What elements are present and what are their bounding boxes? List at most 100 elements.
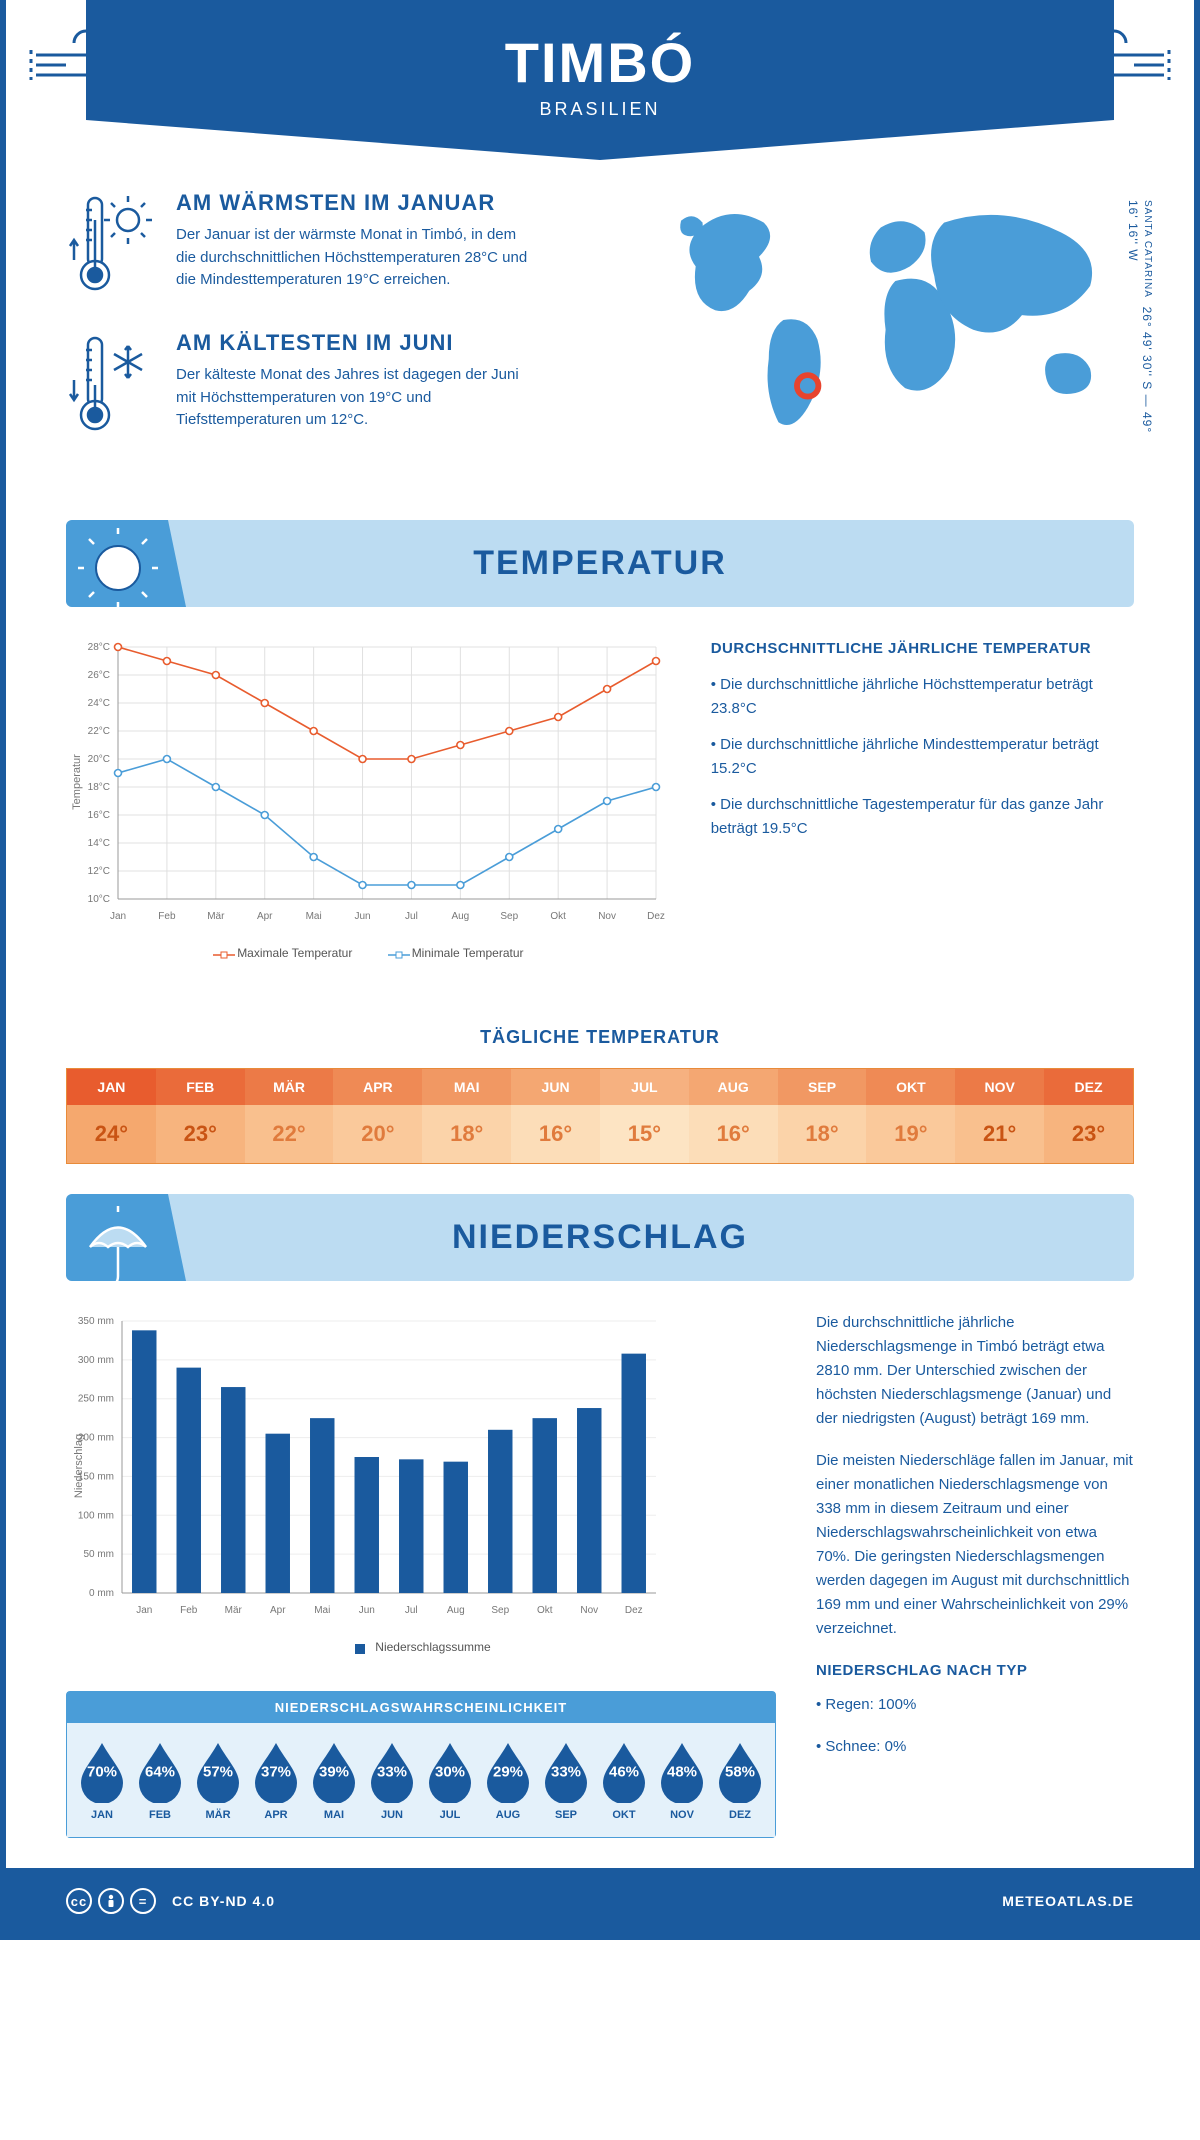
map-panel: SANTA CATARINA 26° 49' 30'' S — 49° 16' … xyxy=(647,190,1134,455)
svg-text:250 mm: 250 mm xyxy=(78,1394,114,1405)
legend-max: Maximale Temperatur xyxy=(213,946,352,960)
svg-text:18°C: 18°C xyxy=(88,782,110,793)
precipitation-bar-chart: 0 mm50 mm100 mm150 mm200 mm250 mm300 mm3… xyxy=(66,1311,666,1621)
svg-text:300 mm: 300 mm xyxy=(78,1355,114,1366)
prob-row: 70%JAN64%FEB57%MÄR37%APR39%MAI33%JUN30%J… xyxy=(67,1723,775,1837)
page-title: TIMBÓ xyxy=(86,30,1114,95)
svg-text:Feb: Feb xyxy=(180,1605,198,1616)
prob-drop: 30%JUL xyxy=(423,1739,477,1821)
temp-side-p1: • Die durchschnittliche jährliche Höchst… xyxy=(711,673,1134,721)
fact-warmest: AM WÄRMSTEN IM JANUAR Der Januar ist der… xyxy=(66,190,607,300)
coordinates-label: SANTA CATARINA 26° 49' 30'' S — 49° 16' … xyxy=(1126,200,1154,455)
svg-text:26°C: 26°C xyxy=(88,670,110,681)
precipitation-probability-box: NIEDERSCHLAGSWAHRSCHEINLICHKEIT 70%JAN64… xyxy=(66,1691,776,1838)
fact-coldest-title: AM KÄLTESTEN IM JUNI xyxy=(176,330,536,356)
daily-temp-cell: DEZ23° xyxy=(1044,1069,1133,1163)
legend-min: Minimale Temperatur xyxy=(388,946,524,960)
svg-text:Jul: Jul xyxy=(405,911,418,922)
precipitation-heading: NIEDERSCHLAG xyxy=(90,1218,1110,1257)
prob-drop: 37%APR xyxy=(249,1739,303,1821)
precipitation-content: 0 mm50 mm100 mm150 mm200 mm250 mm300 mm3… xyxy=(6,1311,1194,1868)
svg-text:Sep: Sep xyxy=(500,911,518,922)
svg-text:100 mm: 100 mm xyxy=(78,1510,114,1521)
svg-text:28°C: 28°C xyxy=(88,642,110,653)
daily-temp-cell: JUN16° xyxy=(511,1069,600,1163)
svg-text:Aug: Aug xyxy=(447,1605,465,1616)
section-header-precipitation: NIEDERSCHLAG xyxy=(66,1194,1134,1281)
prob-drop: 58%DEZ xyxy=(713,1739,767,1821)
daily-temp-cell: NOV21° xyxy=(955,1069,1044,1163)
prob-drop: 33%JUN xyxy=(365,1739,419,1821)
section-header-temperature: TEMPERATUR xyxy=(66,520,1134,607)
intro-facts: AM WÄRMSTEN IM JANUAR Der Januar ist der… xyxy=(66,190,607,470)
fact-coldest-text: Der kälteste Monat des Jahres ist dagege… xyxy=(176,364,536,432)
temperature-heading: TEMPERATUR xyxy=(90,544,1110,583)
prec-p1: Die durchschnittliche jährliche Niedersc… xyxy=(816,1311,1134,1431)
temp-legend: Maximale Temperatur Minimale Temperatur xyxy=(66,932,671,977)
page-frame: TIMBÓ BRASILIEN xyxy=(0,0,1200,1940)
svg-text:Nov: Nov xyxy=(598,911,616,922)
fact-warmest-title: AM WÄRMSTEN IM JANUAR xyxy=(176,190,536,216)
thermometer-snow-icon xyxy=(66,330,156,440)
svg-text:Jan: Jan xyxy=(110,911,126,922)
by-icon xyxy=(98,1888,124,1914)
temp-side-p3: • Die durchschnittliche Tagestemperatur … xyxy=(711,793,1134,841)
prob-drop: 48%NOV xyxy=(655,1739,709,1821)
svg-text:Jul: Jul xyxy=(405,1605,418,1616)
title-banner: TIMBÓ BRASILIEN xyxy=(86,0,1114,160)
daily-temp-cell: OKT19° xyxy=(866,1069,955,1163)
svg-text:16°C: 16°C xyxy=(88,810,110,821)
svg-text:Nov: Nov xyxy=(580,1605,598,1616)
temperature-line-chart: 10°C 12°C 14°C 16°C 18°C 20°C 22°C 24°C 26°C 28°C… xyxy=(66,637,666,927)
svg-text:Mär: Mär xyxy=(207,911,225,922)
footer: cc = CC BY-ND 4.0 METEOATLAS.DE xyxy=(6,1868,1194,1934)
svg-text:Okt: Okt xyxy=(537,1605,553,1616)
daily-temp-cell: JUL15° xyxy=(600,1069,689,1163)
svg-text:Jun: Jun xyxy=(354,911,370,922)
svg-text:14°C: 14°C xyxy=(88,838,110,849)
temperature-content: 10°C 12°C 14°C 16°C 18°C 20°C 22°C 24°C 26°C 28°C… xyxy=(6,637,1194,1007)
temp-chart-column: 10°C 12°C 14°C 16°C 18°C 20°C 22°C 24°C 26°C 28°C… xyxy=(66,637,671,977)
prob-drop: 46%OKT xyxy=(597,1739,651,1821)
svg-text:Mai: Mai xyxy=(314,1605,330,1616)
svg-text:Sep: Sep xyxy=(491,1605,509,1616)
fact-warmest-text: Der Januar ist der wärmste Monat in Timb… xyxy=(176,224,536,292)
svg-text:20°C: 20°C xyxy=(88,754,110,765)
thermometer-sun-icon xyxy=(66,190,156,300)
svg-text:Temperatur: Temperatur xyxy=(71,754,83,810)
prec-p2: Die meisten Niederschläge fallen im Janu… xyxy=(816,1449,1134,1641)
daily-temp-cell: MÄR22° xyxy=(245,1069,334,1163)
prec-type-title: NIEDERSCHLAG NACH TYP xyxy=(816,1659,1134,1683)
prob-title: NIEDERSCHLAGSWAHRSCHEINLICHKEIT xyxy=(67,1692,775,1723)
intro-section: AM WÄRMSTEN IM JANUAR Der Januar ist der… xyxy=(6,160,1194,500)
daily-temp-cell: MAI18° xyxy=(422,1069,511,1163)
svg-text:Dez: Dez xyxy=(625,1605,643,1616)
header-row: TIMBÓ BRASILIEN xyxy=(6,0,1194,160)
prec-legend: Niederschlagssumme xyxy=(66,1626,776,1671)
svg-text:Okt: Okt xyxy=(550,911,566,922)
temp-side-text: DURCHSCHNITTLICHE JÄHRLICHE TEMPERATUR •… xyxy=(711,637,1134,977)
svg-text:Feb: Feb xyxy=(158,911,176,922)
world-map xyxy=(647,190,1134,450)
prob-drop: 70%JAN xyxy=(75,1739,129,1821)
prec-chart-column: 0 mm50 mm100 mm150 mm200 mm250 mm300 mm3… xyxy=(66,1311,776,1838)
daily-temp-table: JAN24°FEB23°MÄR22°APR20°MAI18°JUN16°JUL1… xyxy=(66,1068,1134,1164)
svg-text:Mär: Mär xyxy=(225,1605,243,1616)
umbrella-header-icon xyxy=(66,1194,186,1281)
prob-drop: 33%SEP xyxy=(539,1739,593,1821)
fact-coldest: AM KÄLTESTEN IM JUNI Der kälteste Monat … xyxy=(66,330,607,440)
svg-text:Jun: Jun xyxy=(359,1605,375,1616)
svg-text:12°C: 12°C xyxy=(88,866,110,877)
prec-type1: • Regen: 100% xyxy=(816,1693,1134,1717)
daily-temp-title: TÄGLICHE TEMPERATUR xyxy=(6,1027,1194,1048)
svg-text:22°C: 22°C xyxy=(88,726,110,737)
svg-text:24°C: 24°C xyxy=(88,698,110,709)
cc-icon: cc xyxy=(66,1888,92,1914)
prec-type2: • Schnee: 0% xyxy=(816,1735,1134,1759)
nd-icon: = xyxy=(130,1888,156,1914)
prec-side-text: Die durchschnittliche jährliche Niedersc… xyxy=(816,1311,1134,1838)
svg-text:10°C: 10°C xyxy=(88,894,110,905)
prob-drop: 64%FEB xyxy=(133,1739,187,1821)
daily-temp-cell: SEP18° xyxy=(778,1069,867,1163)
temp-side-title: DURCHSCHNITTLICHE JÄHRLICHE TEMPERATUR xyxy=(711,637,1134,661)
